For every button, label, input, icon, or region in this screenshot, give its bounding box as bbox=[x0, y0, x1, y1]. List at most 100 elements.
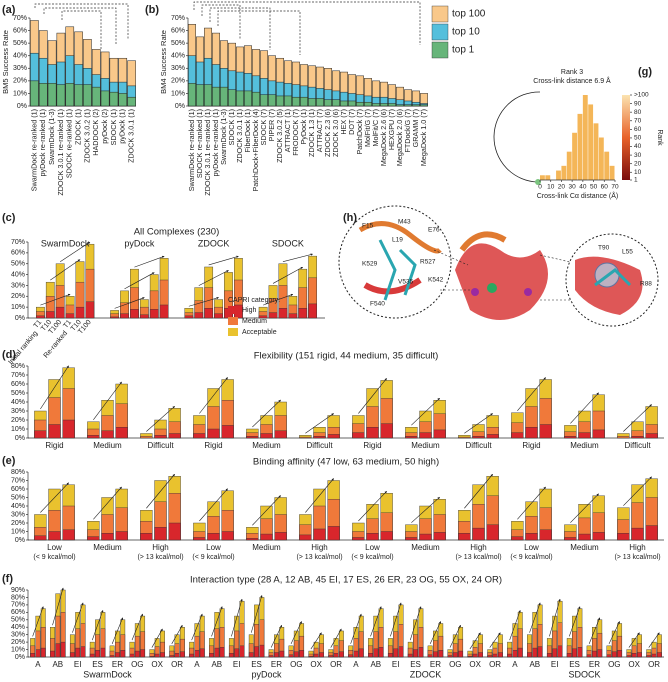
trend-arrow bbox=[464, 413, 493, 434]
bar bbox=[380, 423, 393, 439]
panel-title: Binding affinity (47 low, 63 medium, 50 … bbox=[253, 457, 439, 468]
bar bbox=[48, 531, 61, 541]
bar bbox=[525, 427, 538, 439]
bar bbox=[427, 654, 433, 658]
trend-arrow bbox=[464, 473, 493, 509]
residue-label: K529 bbox=[362, 261, 378, 268]
bar bbox=[651, 653, 657, 658]
group-label: OG bbox=[131, 660, 143, 669]
bar bbox=[160, 652, 165, 658]
group-label: AB bbox=[529, 660, 540, 669]
bar bbox=[293, 651, 299, 658]
trend-arrow bbox=[358, 378, 387, 414]
colorbar-label: 1 bbox=[634, 177, 638, 184]
bar bbox=[352, 432, 365, 439]
bar bbox=[387, 653, 393, 658]
bar bbox=[572, 648, 577, 658]
bar bbox=[597, 649, 603, 658]
bar bbox=[184, 315, 194, 319]
y-tick-label: 10% bbox=[13, 90, 27, 97]
trend-arrow bbox=[270, 624, 283, 648]
bar bbox=[74, 84, 83, 107]
x-tick-label: 50 bbox=[590, 184, 598, 191]
bar bbox=[458, 650, 464, 658]
group-label: Medium bbox=[93, 441, 122, 450]
bar bbox=[91, 86, 101, 107]
bar bbox=[276, 95, 284, 107]
trend-arrow bbox=[114, 297, 145, 309]
bar bbox=[300, 96, 308, 107]
trend-arrow bbox=[411, 496, 440, 523]
bar bbox=[120, 313, 129, 319]
x-tick-label: ZDOCK 3.0.1 (1) bbox=[126, 109, 135, 163]
x-tick-label: ZDOCK 2.3 (6) bbox=[323, 109, 332, 157]
trend-arrow bbox=[252, 399, 281, 428]
y-tick-label: 20% bbox=[171, 78, 185, 85]
trend-arrow bbox=[310, 632, 322, 650]
bar bbox=[299, 436, 312, 439]
bar bbox=[129, 653, 135, 658]
group-note: (> 13 kcal/mol) bbox=[455, 554, 501, 561]
group-note: (< 9 kcal/mol) bbox=[192, 554, 234, 561]
group-label: Medium bbox=[411, 543, 440, 552]
panel-title: All Complexes (230) bbox=[134, 227, 220, 238]
bar bbox=[260, 94, 268, 107]
bar bbox=[159, 304, 169, 319]
bar bbox=[174, 653, 180, 658]
y-tick-label: 20% bbox=[11, 639, 25, 646]
bar bbox=[378, 647, 384, 658]
bar bbox=[472, 653, 478, 658]
group-note: (< 9 kcal/mol) bbox=[510, 554, 552, 561]
trend-arrow bbox=[151, 628, 163, 648]
bar bbox=[258, 315, 268, 319]
x-tick-label: SDOCK (1) bbox=[227, 109, 236, 145]
bar bbox=[372, 103, 380, 107]
y-tick-label: 10% bbox=[171, 90, 185, 97]
bar bbox=[234, 648, 240, 658]
x-tick-label: SwarmDock re-ranked (1) bbox=[29, 109, 38, 191]
bar bbox=[313, 653, 319, 658]
bar bbox=[313, 528, 326, 541]
bar bbox=[268, 312, 278, 319]
y-tick-label: 0% bbox=[15, 654, 25, 661]
group-label: A bbox=[35, 660, 41, 669]
bar bbox=[324, 99, 332, 107]
y-tick-label: 40% bbox=[11, 503, 25, 510]
trend-arrow bbox=[146, 473, 175, 509]
bar bbox=[333, 653, 339, 658]
bar bbox=[246, 436, 259, 439]
trend-arrow bbox=[282, 253, 314, 263]
bar bbox=[278, 308, 288, 319]
method-label: SwarmDock bbox=[41, 238, 90, 248]
y-tick-label: 50% bbox=[11, 494, 25, 501]
x-tick-label: MolFit/G (7) bbox=[363, 109, 372, 147]
bar bbox=[582, 95, 588, 180]
bar bbox=[248, 652, 254, 658]
bar bbox=[236, 90, 244, 107]
bar bbox=[34, 430, 47, 439]
group-label: High bbox=[629, 543, 645, 552]
x-tick-label: 40 bbox=[579, 184, 587, 191]
bar bbox=[101, 533, 114, 541]
bar bbox=[60, 641, 66, 658]
group-label: EI bbox=[233, 660, 241, 669]
bar bbox=[259, 644, 265, 658]
trend-arrow bbox=[429, 621, 442, 644]
colorbar-label: 30 bbox=[634, 152, 642, 159]
group-label: High bbox=[152, 543, 168, 552]
connectors bbox=[34, 1, 421, 55]
bar-label: T1 bbox=[62, 319, 73, 330]
group-label: Medium bbox=[252, 543, 281, 552]
bar bbox=[308, 303, 317, 319]
bar bbox=[75, 647, 81, 658]
trend-arrow bbox=[623, 476, 652, 506]
trend-arrow bbox=[40, 365, 69, 410]
trend-arrow bbox=[623, 404, 652, 432]
bar bbox=[239, 645, 245, 658]
bar bbox=[101, 430, 114, 439]
bar bbox=[396, 104, 404, 107]
legend-swatch bbox=[431, 23, 449, 41]
bar bbox=[274, 652, 279, 658]
bar bbox=[56, 84, 66, 107]
bar bbox=[110, 316, 119, 319]
